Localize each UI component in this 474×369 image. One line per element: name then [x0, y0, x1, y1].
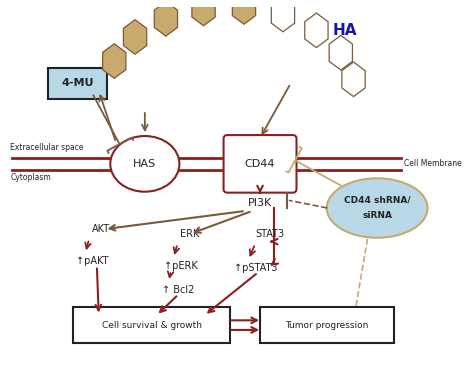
Text: ↑pSTAT3: ↑pSTAT3	[234, 262, 278, 273]
FancyBboxPatch shape	[48, 68, 108, 99]
Polygon shape	[305, 13, 328, 48]
Polygon shape	[271, 0, 295, 32]
Text: Extracellular space: Extracellular space	[10, 143, 84, 152]
Text: ↑pAKT: ↑pAKT	[76, 256, 108, 266]
Polygon shape	[342, 62, 365, 97]
Polygon shape	[192, 0, 215, 26]
Polygon shape	[102, 44, 126, 78]
Text: Tumor progression: Tumor progression	[285, 321, 369, 330]
Polygon shape	[329, 35, 353, 70]
Polygon shape	[154, 1, 178, 36]
Polygon shape	[123, 20, 147, 54]
Ellipse shape	[110, 136, 179, 192]
Text: ERK: ERK	[181, 229, 200, 239]
Polygon shape	[232, 0, 255, 24]
Text: 4-MU: 4-MU	[62, 78, 94, 88]
Text: Cell Membrane: Cell Membrane	[404, 159, 462, 168]
Text: CD44: CD44	[245, 159, 275, 169]
Text: CD44 shRNA/: CD44 shRNA/	[344, 196, 410, 205]
Text: PI3K: PI3K	[248, 198, 272, 208]
Ellipse shape	[327, 178, 428, 238]
FancyBboxPatch shape	[260, 307, 394, 344]
Text: HAS: HAS	[133, 159, 156, 169]
Text: ↑pERK: ↑pERK	[164, 261, 198, 270]
Text: HA: HA	[332, 23, 357, 38]
Text: siRNA: siRNA	[362, 211, 392, 220]
Text: STAT3: STAT3	[255, 229, 284, 239]
Text: Cytoplasm: Cytoplasm	[10, 172, 51, 182]
FancyBboxPatch shape	[73, 307, 230, 344]
Text: AKT: AKT	[92, 224, 110, 234]
FancyBboxPatch shape	[224, 135, 297, 193]
Text: ↑ Bcl2: ↑ Bcl2	[162, 284, 194, 294]
Text: Cell survival & growth: Cell survival & growth	[101, 321, 201, 330]
